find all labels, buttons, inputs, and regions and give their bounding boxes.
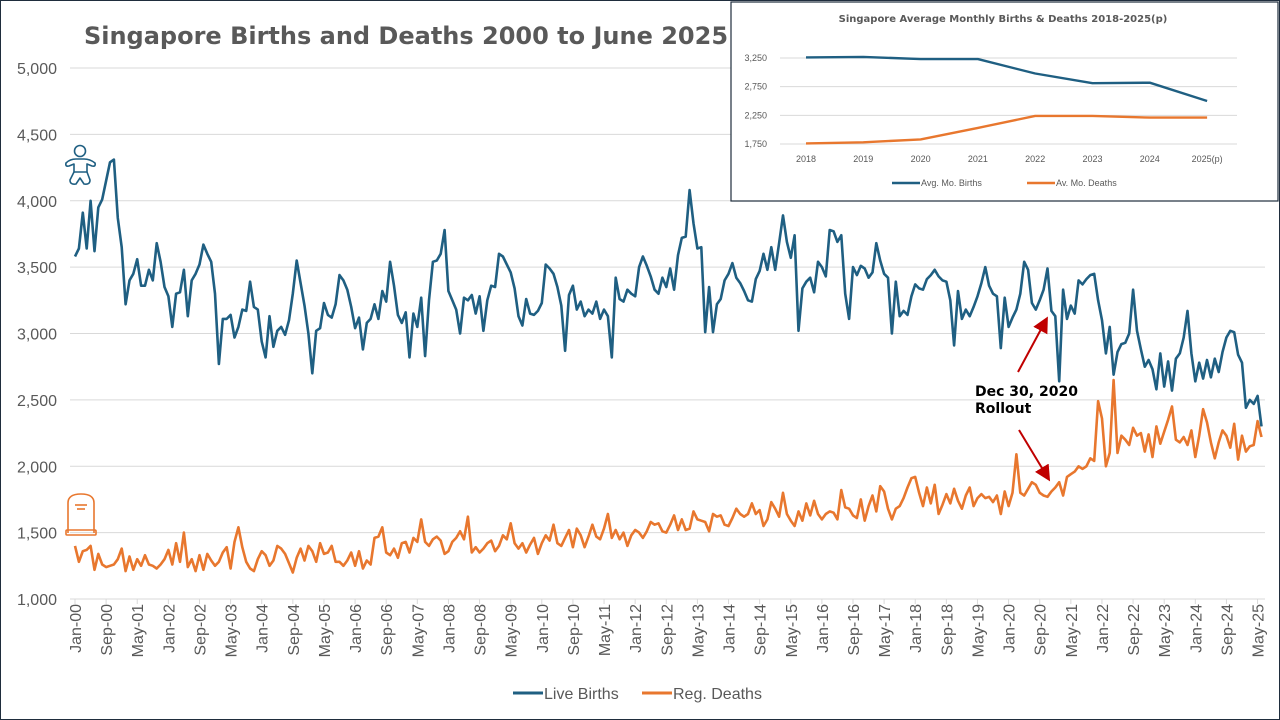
inset-y-tick-label: 1,750	[744, 139, 767, 149]
chart-title: Singapore Births and Deaths 2000 to June…	[84, 22, 728, 50]
x-tick-label: Sep-22	[1126, 604, 1143, 656]
inset-legend-label: Avg. Mo. Births	[921, 178, 982, 188]
x-tick-label: May-05	[317, 604, 334, 657]
tombstone-base	[65, 529, 97, 536]
y-tick-label: 4,000	[17, 194, 57, 211]
inset-x-tick-label: 2019	[853, 154, 873, 164]
baby-legs	[69, 171, 91, 185]
x-tick-label: Sep-04	[286, 604, 303, 656]
x-tick-label: May-13	[690, 604, 707, 657]
x-tick-label: Jan-04	[255, 604, 272, 653]
y-tick-label: 3,500	[17, 260, 57, 277]
inset-series-line-births	[805, 55, 1208, 103]
x-tick-label: Jan-22	[1095, 604, 1112, 653]
inset-series-line-deaths	[805, 114, 1208, 145]
x-tick-label: Sep-02	[192, 604, 209, 656]
x-tick-label: Jan-02	[161, 604, 178, 653]
x-tick-label: Sep-08	[473, 604, 490, 656]
x-tick-label: Jan-06	[348, 604, 365, 653]
tombstone-stone	[67, 493, 95, 533]
inset-x-tick-label: 2018	[796, 154, 816, 164]
inset-title: Singapore Average Monthly Births & Death…	[839, 14, 1168, 25]
inset-x-tick-label: 2023	[1082, 154, 1102, 164]
inset-legend-item: Av. Mo. Deaths	[1027, 178, 1117, 188]
inset-chart: 1,750 2,250 2,750 3,250 2018 2019 2020 2021 2022…	[730, 1, 1279, 202]
series-line-births	[73, 158, 1263, 427]
x-tick-label: Sep-12	[659, 604, 676, 656]
x-tick-label: Sep-00	[99, 604, 116, 656]
baby-head	[73, 144, 87, 158]
x-tick-label: Jan-14	[722, 604, 739, 653]
x-tick-label: Jan-12	[628, 604, 645, 653]
inset-y-tick-label: 2,750	[744, 82, 767, 92]
inset-x-tick-label: 2025(p)	[1192, 154, 1223, 164]
x-tick-label: Sep-24	[1219, 604, 1236, 656]
x-tick-label: May-03	[224, 604, 241, 657]
inset-legend-label: Av. Mo. Deaths	[1056, 178, 1117, 188]
inset-frame	[730, 1, 1279, 202]
legend-item: Reg. Deaths	[642, 686, 762, 703]
x-tick-label: Jan-10	[535, 604, 552, 653]
annotation-text: Rollout	[975, 401, 1032, 417]
x-tick-label: Sep-18	[939, 604, 956, 656]
series-line-deaths	[73, 378, 1263, 574]
y-tick-label: 3,000	[17, 327, 57, 344]
annotation-text: Dec 30, 2020	[975, 384, 1078, 400]
x-tick-label: May-07	[410, 604, 427, 657]
inset-y-tick-label: 2,250	[744, 110, 767, 120]
x-tick-label: May-25	[1251, 604, 1268, 657]
x-tick-label: May-11	[597, 604, 614, 656]
inset-x-tick-label: 2024	[1140, 154, 1160, 164]
legend-label: Reg. Deaths	[673, 686, 762, 703]
x-tick-label: Jan-16	[815, 604, 832, 653]
x-tick-label: May-23	[1157, 604, 1174, 657]
x-tick-label: Jan-08	[441, 604, 458, 653]
inset-x-tick-label: 2021	[968, 154, 988, 164]
baby-body	[65, 158, 96, 173]
x-tick-label: Sep-20	[1033, 604, 1050, 656]
y-tick-label: 1,000	[17, 592, 57, 609]
x-tick-label: Jan-00	[68, 604, 85, 653]
x-tick-label: Sep-14	[753, 604, 770, 656]
legend: Live Births Reg. Deaths	[513, 686, 762, 703]
inset-x-tick-label: 2022	[1025, 154, 1045, 164]
x-tick-label: Sep-16	[846, 604, 863, 656]
y-tick-label: 4,500	[17, 127, 57, 144]
tombstone-icon	[65, 493, 97, 536]
y-tick-label: 5,000	[17, 61, 57, 78]
annotation-arrow-up	[1017, 316, 1048, 373]
inset-y-tick-label: 3,250	[744, 53, 767, 63]
x-tick-label: Jan-20	[1002, 604, 1019, 653]
x-tick-label: Jan-18	[908, 604, 925, 653]
y-tick-label: 2,000	[17, 459, 57, 476]
x-tick-label: May-21	[1064, 604, 1081, 657]
y-tick-label: 2,500	[17, 393, 57, 410]
annotation-arrow-down	[1018, 429, 1051, 482]
x-tick-label: May-01	[130, 604, 147, 657]
x-tick-label: Sep-10	[566, 604, 583, 656]
inset-legend-item: Avg. Mo. Births	[892, 178, 982, 188]
x-tick-label: Jan-24	[1188, 604, 1205, 653]
x-tick-label: May-09	[504, 604, 521, 657]
y-tick-label: 1,500	[17, 526, 57, 543]
x-tick-label: May-19	[970, 604, 987, 657]
inset-x-tick-label: 2020	[911, 154, 931, 164]
x-tick-label: May-17	[877, 604, 894, 657]
legend-item: Live Births	[513, 686, 619, 703]
legend-label: Live Births	[544, 686, 619, 703]
x-tick-label: Sep-06	[379, 604, 396, 656]
baby-icon	[65, 144, 96, 185]
x-tick-label: May-15	[784, 604, 801, 657]
